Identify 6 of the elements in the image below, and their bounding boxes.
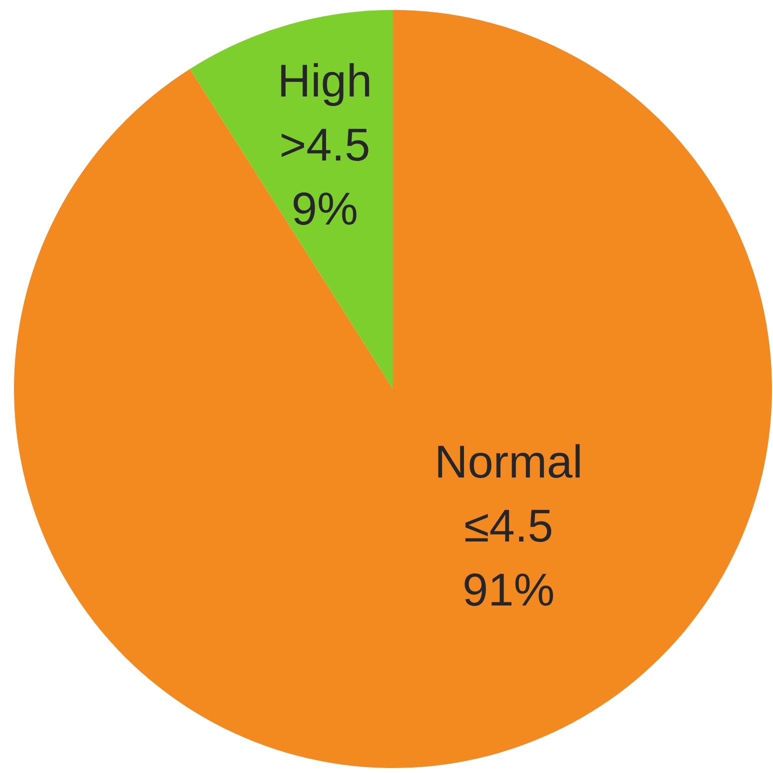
data-label: 91% <box>462 563 555 616</box>
slice-label: High >4.5 <box>277 54 372 171</box>
pie-slice <box>190 10 393 389</box>
pie-slice <box>14 10 772 768</box>
data-label: 9% <box>292 182 358 235</box>
slice-label: Normal ≤4.5 <box>434 435 583 552</box>
